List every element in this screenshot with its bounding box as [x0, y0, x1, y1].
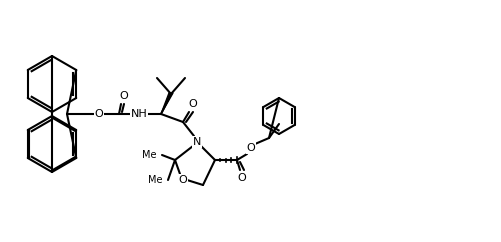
Polygon shape — [161, 93, 173, 114]
Text: O: O — [178, 175, 187, 185]
Text: N: N — [192, 137, 201, 147]
Text: Me: Me — [141, 150, 156, 160]
Text: O: O — [237, 173, 246, 183]
Text: NH: NH — [130, 109, 147, 119]
Text: O: O — [246, 143, 255, 153]
Text: O: O — [94, 109, 103, 119]
Text: Me: Me — [147, 175, 162, 185]
Text: O: O — [188, 99, 197, 109]
Text: O: O — [119, 91, 128, 101]
